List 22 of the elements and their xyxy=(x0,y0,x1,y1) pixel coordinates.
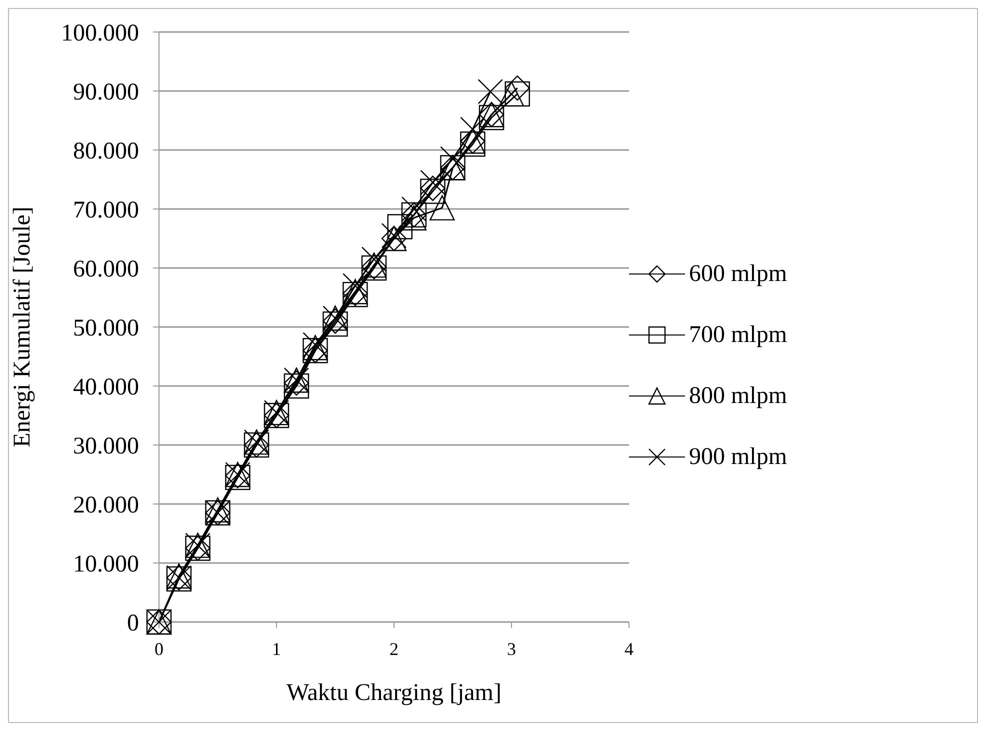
legend-label: 600 mlpm xyxy=(688,260,787,288)
y-tick-label: 70.000 xyxy=(73,198,139,224)
legend-label: 700 mlpm xyxy=(688,322,787,348)
y-tick-label: 80.000 xyxy=(73,138,139,165)
y-tick-label: 60.000 xyxy=(73,256,139,283)
x-tick-label: 3 xyxy=(506,638,516,659)
x-tick-label: 1 xyxy=(272,638,281,659)
y-tick-label: 0 xyxy=(127,610,139,637)
x-tick-label: 4 xyxy=(624,638,634,659)
y-tick-label: 40.000 xyxy=(73,374,139,401)
x-tick-label: 0 xyxy=(154,638,164,659)
y-tick-label: 50.000 xyxy=(73,316,139,342)
y-tick-label: 30.000 xyxy=(73,434,139,460)
legend-label: 800 mlpm xyxy=(688,382,787,410)
x-tick-label: 2 xyxy=(389,638,398,659)
y-tick-label: 10.000 xyxy=(73,552,139,578)
y-axis-title: Energi Kumulatif [Joule] xyxy=(10,206,36,448)
y-tick-label: 100.000 xyxy=(61,20,139,47)
y-tick-label: 90.000 xyxy=(73,80,139,106)
y-tick-label: 20.000 xyxy=(73,492,139,519)
x-axis-title: Waktu Charging [jam] xyxy=(286,680,502,706)
legend-label: 900 mlpm xyxy=(688,444,787,470)
